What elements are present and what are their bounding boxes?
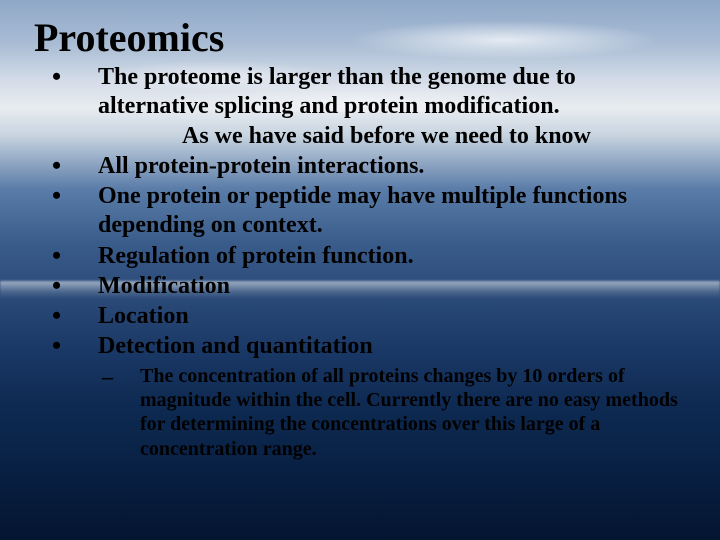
bullet-item: Modification [52,272,686,301]
bullet-item: Regulation of protein function. [52,242,686,271]
sub-bullet-text: The concentration of all proteins change… [140,365,678,460]
bullet-item: Detection and quantitation [52,332,686,361]
bullet-item: Location [52,302,686,331]
slide-title: Proteomics [34,14,686,61]
bullet-text: Location [98,303,189,329]
bullet-list: The proteome is larger than the genome d… [34,63,686,362]
bullet-text: Detection and quantitation [98,333,373,359]
bullet-item: All protein-protein interactions. [52,152,686,181]
bullet-text: Modification [98,273,230,299]
bullet-text: All protein-protein interactions. [98,153,424,179]
bullet-indent-line: As we have said before we need to know [98,122,686,151]
slide: Proteomics The proteome is larger than t… [0,0,720,473]
bullet-text: One protein or peptide may have multiple… [98,183,627,238]
bullet-text: The proteome is larger than the genome d… [98,64,576,119]
sub-bullet-item: The concentration of all proteins change… [102,364,686,462]
bullet-text: Regulation of protein function. [98,243,414,269]
bullet-item: The proteome is larger than the genome d… [52,63,686,151]
sub-bullet-list: The concentration of all proteins change… [34,364,686,462]
bullet-item: One protein or peptide may have multiple… [52,182,686,241]
